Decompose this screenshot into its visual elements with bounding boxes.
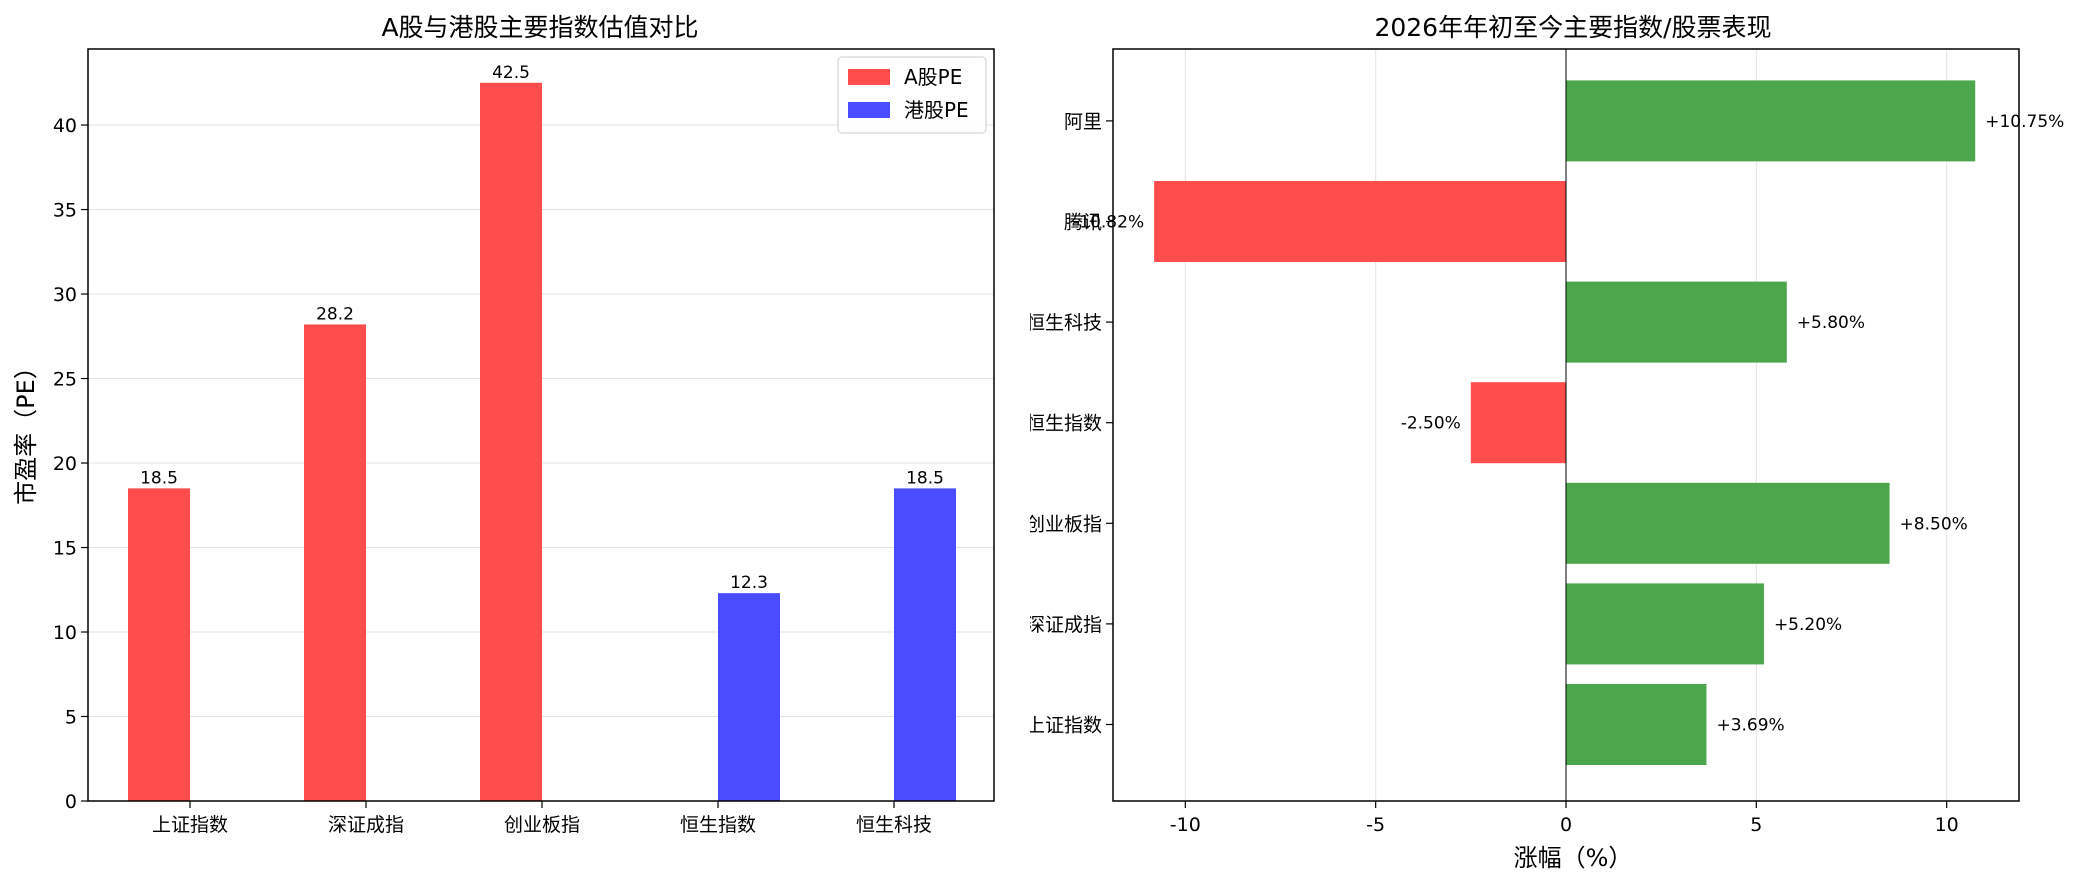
- chart2-y-tick-label: 阿里: [1064, 111, 1102, 133]
- chart1-x-tick-label: 恒生科技: [856, 814, 932, 836]
- chart1-bar-value-label: 28.2: [316, 304, 354, 324]
- chart2-bar-value-label: +10.75%: [1985, 112, 2064, 132]
- chart1-bar: [304, 324, 366, 801]
- chart2-bar: [1470, 382, 1566, 464]
- chart2-bar: [1566, 281, 1787, 363]
- chart1-y-tick-label: 25: [53, 369, 77, 391]
- chart1-x-axis: 上证指数 深证成指 创业板指 恒生指数 恒生科技: [152, 801, 932, 836]
- chart1-bar-value-label: 18.5: [906, 468, 944, 488]
- chart1-bar: [718, 593, 780, 801]
- chart1-data-labels: 18.5 28.2 42.5 12.3 18.5: [140, 63, 944, 593]
- chart1-legend-label: 港股PE: [904, 98, 969, 122]
- chart2-x-tick-label: 10: [1935, 814, 1959, 836]
- chart2-x-axis-label: 涨幅（%）: [1514, 844, 1633, 872]
- chart2-y-tick-label: 深证成指: [1030, 614, 1102, 636]
- chart1-x-tick-label: 上证指数: [152, 814, 228, 836]
- pe-comparison-chart: A股与港股主要指数估值对比 市盈率（PE） 18.528.242.512.318…: [12, 13, 995, 836]
- chart1-bar-value-label: 18.5: [140, 468, 178, 488]
- chart1-bars: [128, 82, 956, 802]
- ytd-performance-chart: 2026年年初至今主要指数/股票表现 涨幅（%） +3.69% +5.20% +8.…: [1030, 13, 2064, 872]
- chart2-y-tick-label: 上证指数: [1030, 715, 1102, 737]
- chart2-bar-value-label: -10.82%: [1073, 213, 1144, 233]
- chart1-y-tick-label: 10: [53, 622, 77, 644]
- chart1-plot-frame: [87, 48, 995, 802]
- chart2-x-tick-label: 5: [1750, 814, 1762, 836]
- chart1-y-axis: 0 5 10 15 20 25 30 35 40: [53, 115, 88, 813]
- chart2-bar: [1566, 482, 1890, 564]
- chart1-bar: [894, 488, 956, 801]
- chart2-y-tick-label: 腾讯: [1064, 212, 1102, 234]
- chart1-y-tick-label: 20: [53, 453, 77, 475]
- chart1-title: A股与港股主要指数估值对比: [381, 13, 698, 42]
- chart1-y-tick-label: 30: [53, 284, 77, 306]
- chart2-y-tick-label: 恒生指数: [1030, 413, 1102, 435]
- chart1-legend-swatch: [848, 69, 890, 85]
- chart2-bar-value-label: -2.50%: [1401, 414, 1461, 434]
- chart1-y-tick-label: 5: [65, 707, 77, 729]
- chart2-x-tick-label: 0: [1560, 814, 1572, 836]
- chart2-x-tick-label: -10: [1170, 814, 1201, 836]
- chart1-y-tick-label: 0: [65, 791, 77, 813]
- chart2-bar-value-label: +5.80%: [1797, 313, 1865, 333]
- chart2-bars: [1154, 80, 1976, 765]
- chart2-bar: [1566, 80, 1976, 162]
- chart1-x-tick-label: 恒生指数: [680, 814, 756, 836]
- chart2-x-tick-label: -5: [1366, 814, 1385, 836]
- chart2-x-axis: -10 -5 0 5 10: [1170, 801, 1959, 836]
- chart2-bar-value-label: +8.50%: [1900, 514, 1968, 534]
- chart1-y-axis-label: 市盈率（PE）: [12, 355, 40, 505]
- chart1-x-tick-label: 深证成指: [328, 814, 404, 836]
- chart2-bar-value-label: +3.69%: [1716, 716, 1784, 736]
- chart1-bar-value-label: 12.3: [730, 573, 768, 593]
- chart1-legend-label: A股PE: [904, 65, 962, 89]
- chart1-y-tick-label: 35: [53, 200, 77, 222]
- chart1-bar-value-label: 42.5: [492, 63, 530, 83]
- chart2-y-axis: 上证指数 深证成指 创业板指 恒生指数 恒生科技 腾讯 阿里: [1030, 111, 1113, 737]
- chart2-y-tick-label: 恒生科技: [1030, 312, 1102, 334]
- chart2-title: 2026年年初至今主要指数/股票表现: [1374, 13, 1771, 42]
- chart2-bar: [1154, 181, 1566, 262]
- chart1-legend: A股PE 港股PE: [837, 56, 987, 134]
- chart1-bar: [480, 82, 542, 802]
- chart2-bar: [1566, 583, 1764, 665]
- chart2-bar-value-label: +5.20%: [1774, 615, 1842, 635]
- chart1-x-tick-label: 创业板指: [504, 814, 580, 836]
- chart2-bar: [1566, 684, 1707, 765]
- chart1-bar: [128, 488, 190, 801]
- chart2-y-tick-label: 创业板指: [1030, 513, 1102, 535]
- chart1-y-tick-label: 15: [53, 538, 77, 560]
- chart1-y-tick-label: 40: [53, 115, 77, 137]
- chart2-data-labels: +3.69% +5.20% +8.50% -2.50% +5.80% -10.82% +10…: [1073, 112, 2064, 736]
- chart1-legend-swatch: [848, 102, 890, 118]
